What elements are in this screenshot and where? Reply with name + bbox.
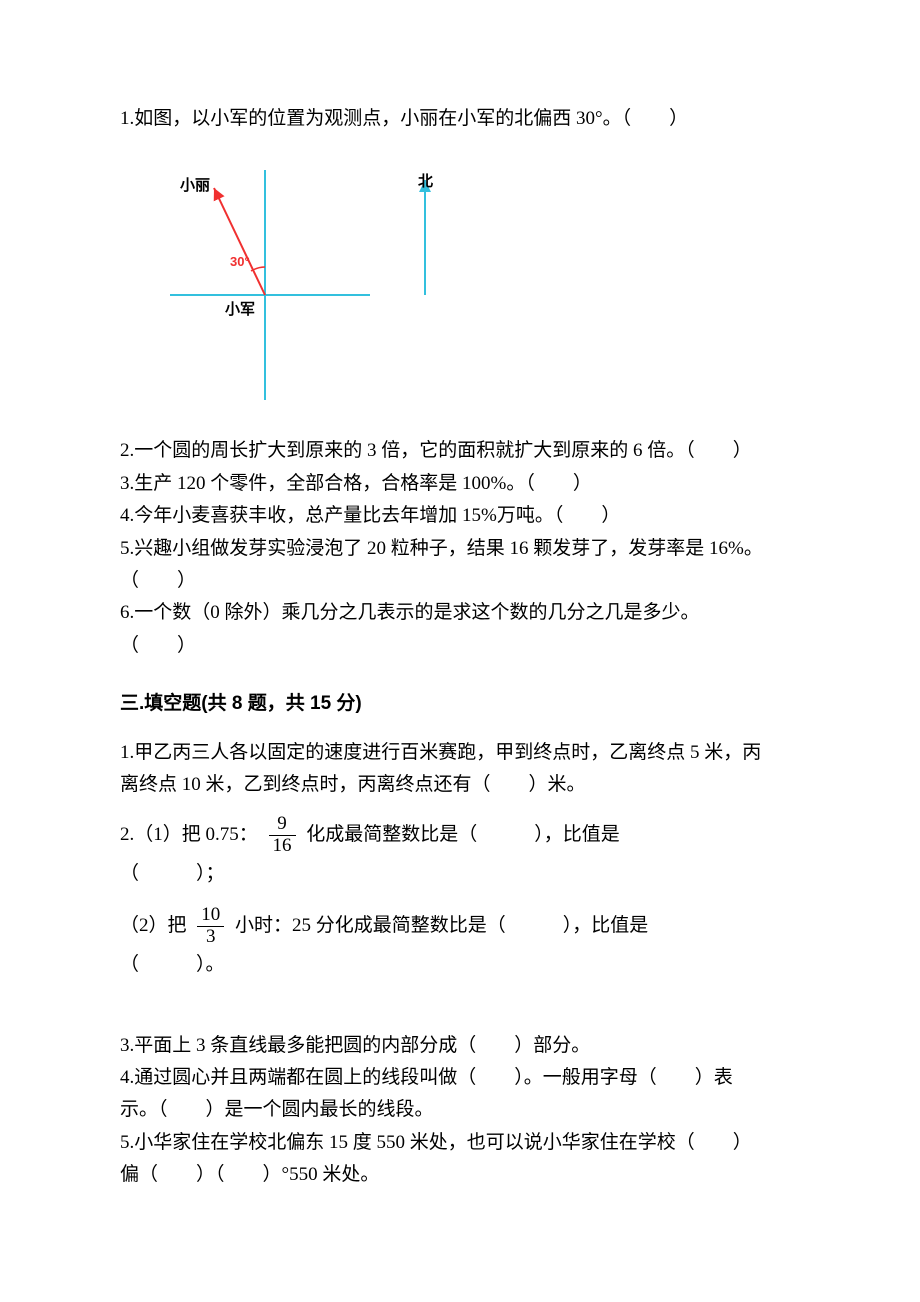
svg-text:北: 北 xyxy=(418,173,433,190)
question-5-paren: （ ） xyxy=(120,566,800,596)
fill-5a: 5.小华家住在学校北偏东 15 度 550 米处，也可以说小华家住在学校（ ） xyxy=(120,1128,800,1158)
section-3-title: 三.填空题(共 8 题，共 15 分) xyxy=(120,689,800,719)
fraction-9-16: 9 16 xyxy=(269,814,296,857)
fill-2-2c: （ ）。 xyxy=(120,950,800,980)
q1-text: 1.如图，以小军的位置为观测点，小丽在小军的北偏西 30°。（ ） xyxy=(120,108,688,129)
question-1: 1.如图，以小军的位置为观测点，小丽在小军的北偏西 30°。（ ） xyxy=(120,104,800,134)
question-3: 3.生产 120 个零件，全部合格，合格率是 100%。（ ） xyxy=(120,469,800,499)
question-6: 6.一个数（0 除外）乘几分之几表示的是求这个数的几分之几是多少。 xyxy=(120,598,800,628)
fill-4a: 4.通过圆心并且两端都在圆上的线段叫做（ ）。一般用字母（ ）表 xyxy=(120,1063,800,1093)
fill-1: 1.甲乙丙三人各以固定的速度进行百米赛跑，甲到终点时，乙离终点 5 米，丙 xyxy=(120,738,800,768)
question-2: 2.一个圆的周长扩大到原来的 3 倍，它的面积就扩大到原来的 6 倍。（ ） xyxy=(120,436,800,466)
fill-4b: 示。（ ）是一个圆内最长的线段。 xyxy=(120,1095,800,1125)
svg-text:小丽: 小丽 xyxy=(180,177,210,194)
fill-3: 3.平面上 3 条直线最多能把圆的内部分成（ ）部分。 xyxy=(120,1031,800,1061)
fill-2-2: （2）把 10 3 小时：25 分化成最简整数比是（ ），比值是 xyxy=(120,905,800,948)
diagram-svg: 北小军 小丽 30° xyxy=(170,170,470,400)
question-5: 5.兴趣小组做发芽实验浸泡了 20 粒种子，结果 16 颗发芽了，发芽率是 16… xyxy=(120,534,800,564)
fill-2-1c: （ ）； xyxy=(120,859,800,889)
question-6-paren: （ ） xyxy=(120,631,800,661)
fraction-10-3: 10 3 xyxy=(197,905,224,948)
q1-diagram: 北小军 小丽 30° xyxy=(170,170,470,400)
fill-1b: 离终点 10 米，乙到终点时，丙离终点还有（ ）米。 xyxy=(120,770,800,800)
question-4: 4.今年小麦喜获丰收，总产量比去年增加 15%万吨。（ ） xyxy=(120,501,800,531)
svg-text:30°: 30° xyxy=(230,254,250,269)
fill-5b: 偏（ ）（ ）°550 米处。 xyxy=(120,1160,800,1190)
fill-2-1: 2.（1）把 0.75： 9 16 化成最简整数比是（ ），比值是 xyxy=(120,814,800,857)
svg-text:小军: 小军 xyxy=(225,301,255,318)
